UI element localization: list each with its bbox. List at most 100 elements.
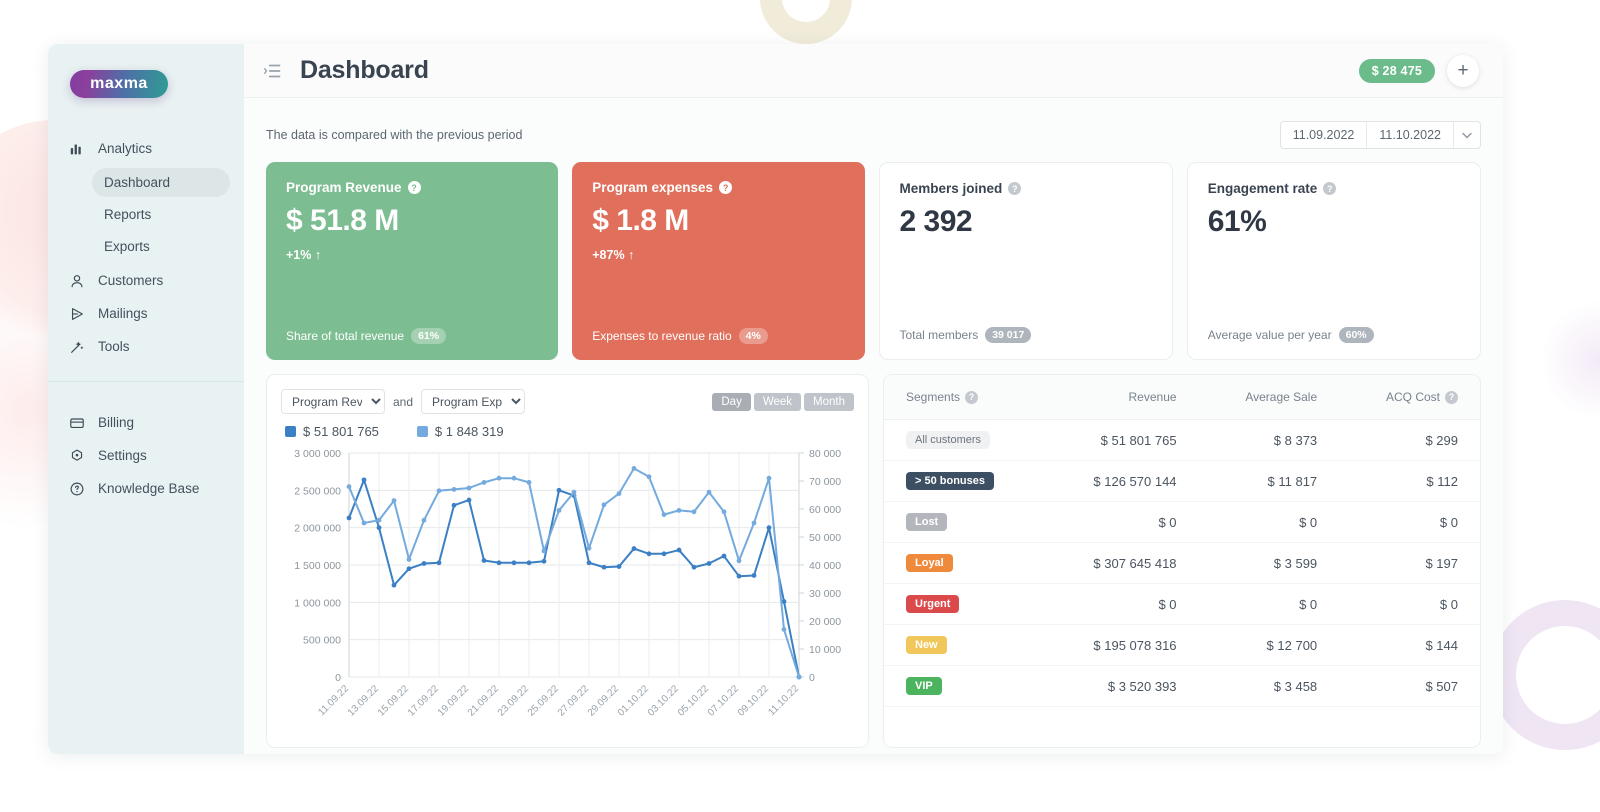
sidebar-subitem-dashboard[interactable]: Dashboard [92,168,230,197]
sidebar-item-billing[interactable]: Billing [68,406,232,439]
table-row[interactable]: New $ 195 078 316 $ 12 700 $ 144 [884,624,1480,666]
table-row[interactable]: Loyal $ 307 645 418 $ 3 599 $ 197 [884,542,1480,584]
kpi-title: Members joined? [900,181,1152,196]
metric-select-right[interactable]: Program Expenses [421,389,526,414]
segment-tag[interactable]: > 50 bonuses [906,472,995,490]
help-icon[interactable]: ? [719,181,733,194]
sidebar-group-primary: Analytics Dashboard Reports Exports Customer… [48,128,244,363]
svg-text:2 500 000: 2 500 000 [294,485,341,497]
table-row[interactable]: > 50 bonuses $ 126 570 144 $ 11 817 $ 112 [884,460,1480,502]
and-label: and [393,394,414,409]
sidebar-item-label: Analytics [98,141,153,156]
segment-tag[interactable]: New [906,636,947,654]
svg-text:500 000: 500 000 [303,635,341,647]
chart-area: 0 500 000 1 000 000 1 500 000 2 000 000 2 500… [281,445,854,735]
sidebar-item-settings[interactable]: Settings [68,439,232,472]
svg-text:1 000 000: 1 000 000 [294,597,341,609]
granularity-month[interactable]: Month [804,392,854,411]
sidebar-item-mailings[interactable]: Mailings [68,297,232,330]
segment-tag[interactable]: Loyal [906,554,953,572]
cell-average-sale: $ 3 599 [1198,542,1340,584]
help-icon[interactable]: ? [407,181,421,194]
svg-text:1 500 000: 1 500 000 [294,560,341,572]
svg-text:19.09.22: 19.09.22 [436,683,472,719]
svg-text:29.09.22: 29.09.22 [586,683,622,719]
cell-average-sale: $ 8 373 [1198,419,1340,461]
question-circle-icon [68,480,85,497]
segment-tag[interactable]: Urgent [906,595,960,613]
balance-badge[interactable]: $ 28 475 [1358,58,1435,83]
collapse-sidebar-icon[interactable] [262,60,284,82]
sidebar-divider [48,381,244,382]
kpi-foot-label: Share of total revenue [286,329,405,343]
sidebar-item-knowledge-base[interactable]: Knowledge Base [68,472,232,505]
svg-text:15.09.22: 15.09.22 [376,683,412,719]
sidebar-item-label: Tools [98,339,130,354]
granularity-toggle[interactable]: Day Week Month [712,392,854,411]
table-row[interactable]: Lost $ 0 $ 0 $ 0 [884,501,1480,543]
logo[interactable]: maxma [70,70,168,98]
app-window: maxma Analytics Dashboard Reports Exports Cu… [48,44,1503,754]
table-header-row: Segments? Revenue Average Sale ACQ Cost? [884,375,1480,420]
help-icon[interactable]: ? [965,390,979,404]
sidebar-item-tools[interactable]: Tools [68,330,232,363]
help-icon[interactable]: ? [1008,182,1022,195]
segments-table: Segments? Revenue Average Sale ACQ Cost? Al… [884,375,1480,707]
line-chart: 0 500 000 1 000 000 1 500 000 2 000 000 2 500… [294,448,841,719]
metric-select-left[interactable]: Program Revenue [281,389,385,414]
page-title: Dashboard [300,56,429,84]
svg-text:2 000 000: 2 000 000 [294,523,341,535]
cell-revenue: $ 0 [1044,501,1199,543]
table-row[interactable]: Urgent $ 0 $ 0 $ 0 [884,583,1480,625]
add-button[interactable]: + [1447,54,1479,87]
chevron-down-icon[interactable] [1454,122,1480,148]
kpi-title-text: Engagement rate [1207,181,1318,196]
chart-panel: Program Revenue and Program Expenses Day… [266,374,869,748]
sidebar-subitem-reports[interactable]: Reports [104,207,152,222]
kpi-foot-pill: 60% [1338,327,1374,343]
column-header-label: ACQ Cost [1385,390,1440,404]
date-from-input[interactable]: 11.09.2022 [1281,122,1368,148]
column-header-revenue[interactable]: Revenue [1044,375,1199,420]
kpi-cards: Program Revenue? $ 51.8 M +1% ↑ Share of to… [266,162,1481,360]
cell-revenue: $ 307 645 418 [1044,542,1199,584]
segments-table-body: All customers $ 51 801 765 $ 8 373 $ 299 > 5… [884,419,1480,707]
column-header-acq-cost[interactable]: ACQ Cost? [1339,375,1480,420]
svg-text:70 000: 70 000 [809,476,841,488]
cell-average-sale: $ 0 [1198,501,1340,543]
cell-average-sale: $ 3 458 [1198,665,1340,707]
sidebar-item-customers[interactable]: Customers [68,264,232,297]
cell-acq-cost: $ 0 [1339,583,1480,625]
table-row[interactable]: All customers $ 51 801 765 $ 8 373 $ 299 [884,419,1480,461]
svg-text:80 000: 80 000 [809,448,841,460]
sidebar-subitem-exports[interactable]: Exports [104,239,150,254]
card-icon [68,414,85,431]
kpi-title: Program expenses? [592,180,844,195]
granularity-day[interactable]: Day [712,392,751,411]
chart-controls: Program Revenue and Program Expenses Day… [281,389,854,414]
kpi-card-engagement-rate: Engagement rate? 61% Average value per yea… [1186,162,1481,360]
background-decoration-right [1490,600,1600,750]
cell-acq-cost: $ 299 [1339,419,1480,461]
svg-text:60 000: 60 000 [809,504,841,516]
help-icon[interactable]: ? [1445,390,1458,404]
segment-tag[interactable]: Lost [906,513,948,531]
granularity-week[interactable]: Week [753,392,802,411]
date-to-input[interactable]: 11.10.2022 [1367,122,1454,148]
sidebar-item-analytics[interactable]: Analytics [68,132,232,165]
cell-acq-cost: $ 112 [1339,460,1480,502]
column-header-segments[interactable]: Segments? [884,375,1045,420]
date-range-picker[interactable]: 11.09.2022 11.10.2022 [1279,121,1481,149]
cell-acq-cost: $ 197 [1339,542,1480,584]
segment-tag[interactable]: VIP [906,677,942,695]
help-icon[interactable]: ? [1323,182,1337,195]
cell-average-sale: $ 12 700 [1198,624,1340,666]
kpi-value: $ 1.8 M [592,204,689,237]
svg-text:21.09.22: 21.09.22 [466,683,502,719]
kpi-card-program-expenses: Program expenses? $ 1.8 M +87% ↑ Expenses t… [572,162,865,360]
kpi-footer: Share of total revenue 61% [286,328,538,344]
bar-chart-icon [68,140,85,157]
column-header-average-sale[interactable]: Average Sale [1198,375,1340,420]
table-row[interactable]: VIP $ 3 520 393 $ 3 458 $ 507 [884,665,1480,707]
segment-tag[interactable]: All customers [906,431,991,449]
